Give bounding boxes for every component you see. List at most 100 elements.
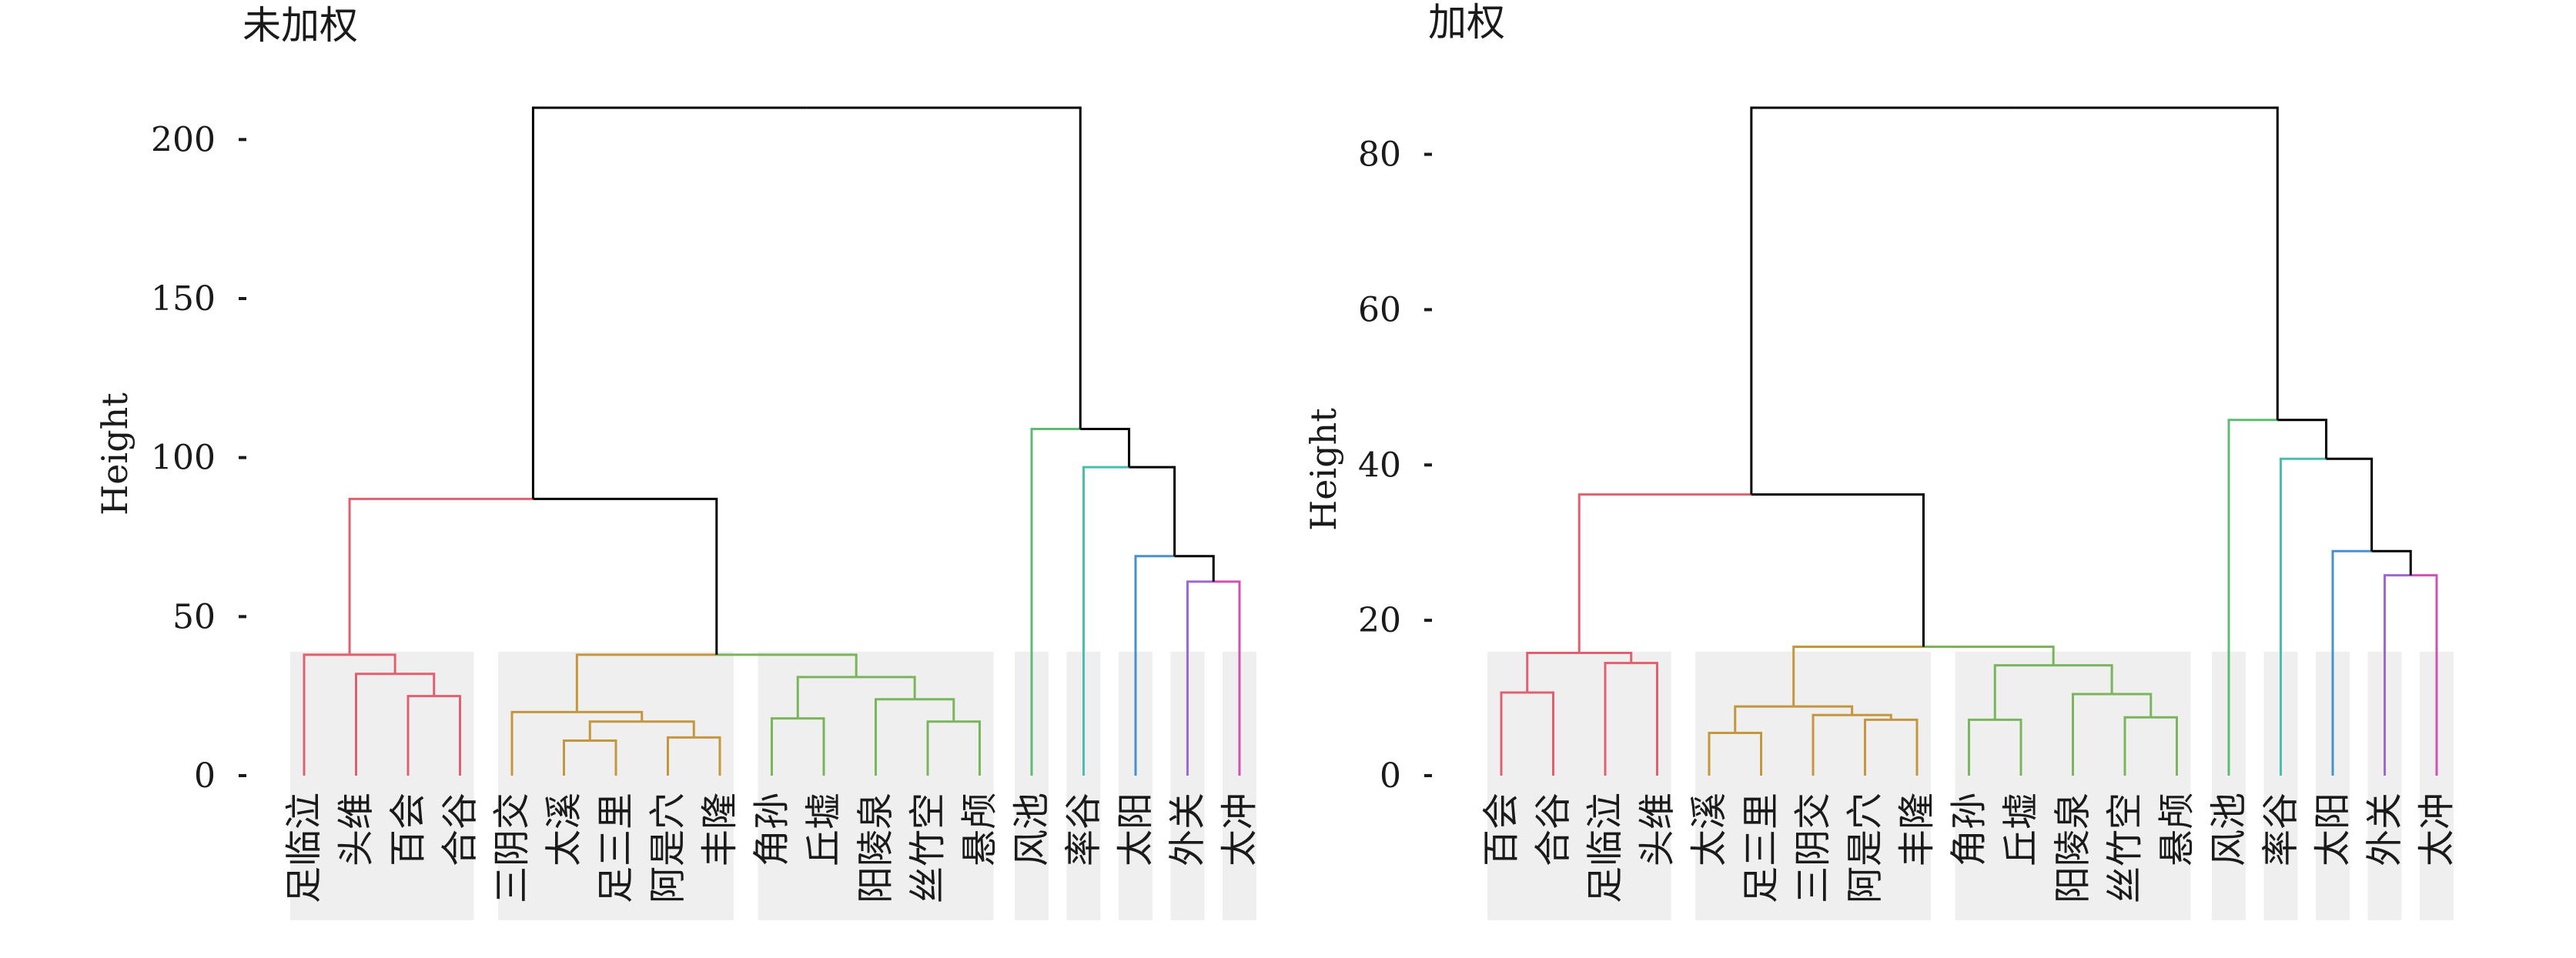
dendrogram-branch [953,720,981,776]
leaf-label: 阿是穴 [647,793,690,903]
dendrogram-branch [2112,693,2153,718]
leaf-label: 合谷 [1532,793,1575,866]
dendrogram-branch [406,695,434,776]
leaf-label: 三阴交 [1791,793,1835,903]
dendrogram-branch [2331,549,2372,776]
leaf-label: 悬颅 [958,793,1002,866]
dendrogram-branch [1213,580,1241,776]
dendrogram-branch [926,720,954,776]
dendrogram-branch [1708,731,1735,776]
dendrogram-branch [1852,713,1892,720]
y-tick-label: 200 [151,120,216,159]
dendrogram-branch [1129,466,1176,556]
dendrogram-branch [2150,716,2178,776]
dendrogram-branch [533,497,718,655]
dendrogram-branch [1500,691,1527,776]
dendrogram-branch [2072,693,2113,776]
dendrogram-branch [2410,574,2438,776]
dendrogram-branch [1186,580,1214,776]
cluster-band [1487,652,1671,920]
leaf-label: 丝竹空 [2103,793,2146,903]
dendrogram-branch [1995,718,2022,776]
leaf-label: 外关 [1166,793,1209,866]
dendrogram-branch [667,736,694,776]
leaf-label: 阳陵泉 [855,793,898,903]
leaf-label: 外关 [2364,793,2407,866]
dendrogram-branch [771,717,798,776]
panel-weighted: 加权 Height 0 20 40 60 80 百会 合谷 足临泣 头维 太溪 足三里 三阴交 阿是穴丰… [1303,0,2458,920]
leaf-label: 头维 [1636,793,1679,866]
dendrogram-branch [1631,662,1658,776]
dendrogram-branch [2227,419,2278,776]
chart-title: 未加权 [243,3,358,48]
dendrogram-branch [1577,493,1751,653]
y-tick-label: 0 [194,756,216,796]
leaf-label: 三阴交 [490,793,534,903]
dendrogram-branch [2123,716,2151,776]
dendrogram-branch [531,106,807,499]
y-tick-label: 0 [1380,756,1401,796]
leaf-label: 阳陵泉 [2052,793,2095,903]
dendrogram-branch [1082,466,1129,776]
leaf-label: 太冲 [1218,793,1261,866]
leaf-label: 丘墟 [1999,793,2042,866]
dendrogram-branch [1793,705,1854,716]
dendrogram-branch [694,736,721,776]
leaf-label: 丘墟 [802,793,845,866]
dendrogram-branch [1579,652,1633,663]
leaf-label: 丰隆 [1895,793,1939,866]
chart-title: 加权 [1428,0,1505,45]
leaf-label: 风池 [2207,793,2250,866]
leaf-label: 角孙 [751,793,794,866]
dendrogram-branch [856,676,916,699]
dendrogram-branch [395,673,436,696]
dendrogram-branch [1751,493,1925,647]
leaf-label: 足三里 [594,793,637,903]
dendrogram-branch [577,710,644,722]
dendrogram-branch [1174,555,1215,582]
cluster-band [1695,652,1931,920]
dendrogram-branch [875,698,915,776]
cluster-band [498,652,734,920]
dendrogram-branch [433,695,461,776]
leaf-label: 率谷 [2260,793,2303,866]
dendrogram-branch [590,739,617,776]
leaf-label: 足三里 [1740,793,1783,903]
y-axis-label: Height [1303,408,1344,531]
leaf-label: 百会 [1480,793,1523,866]
leaf-label: 太阳 [2311,793,2354,866]
leaf-label: 丰隆 [698,793,741,866]
dendrogram-branch [303,653,350,776]
dendrogram-unweighted: 0 50 100 150 200 足临泣 头维 百会 合谷 三阴交 太溪 足三里 阿是穴 丰隆 角孙 丘墟 阳陵… [151,106,1261,920]
y-tick-label: 60 [1358,290,1401,329]
dendrogram-branch [2014,106,2279,420]
leaf-label: 率谷 [1062,793,1106,866]
y-axis-label: Height [94,392,135,516]
leaf-label: 足临泣 [1584,793,1627,903]
leaf-label: 太阳 [1114,793,1157,866]
y-tick-label: 150 [151,279,216,319]
dendrogram-branch [1968,718,1996,776]
dendrogram-branch [1812,713,1852,776]
dendrogram-branch [796,676,857,719]
dendrogram-branch [1891,718,1919,776]
leaf-label: 合谷 [439,793,482,866]
leaf-label: 悬颅 [2156,793,2199,866]
dendrogram-branch [1734,705,1794,733]
dendrogram-branch [1750,106,2015,495]
dendrogram-weighted: 0 20 40 60 80 百会 合谷 足临泣 头维 太溪 足三里 三阴交 阿是穴 丰隆 角孙 丘墟 阳陵泉 丝竹… [1358,106,2458,920]
dendrogram-branch [563,739,590,776]
dendrogram-branch [641,720,695,738]
dendrogram-branch [2280,457,2327,776]
y-tick-label: 40 [1358,446,1401,485]
leaf-label: 足临泣 [283,793,326,903]
dendrogram-branch [355,673,396,776]
dendrogram-branch [1080,427,1131,468]
dendrogram-branch [2277,419,2328,459]
dendrogram-branch [798,717,825,776]
leaf-label: 角孙 [1948,793,1991,866]
dendrogram-branch [2384,574,2411,776]
panel-unweighted: 未加权 Height 0 50 100 150 200 足临泣 头维 百会 合谷 三阴交 太溪 足三里… [94,3,1261,920]
